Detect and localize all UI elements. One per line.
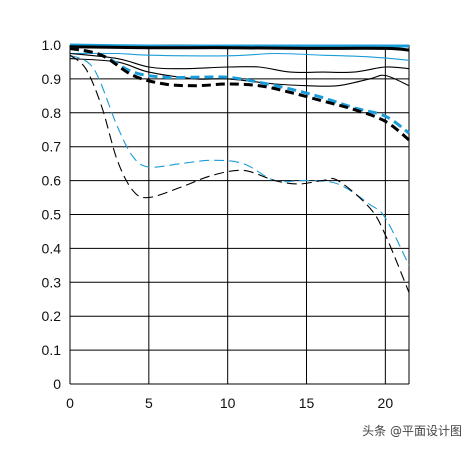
y-tick-label: 0.2 xyxy=(42,308,62,324)
x-tick-label: 0 xyxy=(66,395,74,411)
y-axis-ticks: 0 0.1 0.2 0.3 0.4 0.5 0.6 0.7 0.8 0.9 1.0 xyxy=(42,37,62,392)
y-tick-label: 0.8 xyxy=(42,105,62,121)
y-tick-label: 0.7 xyxy=(42,139,62,155)
series-line-5 xyxy=(69,58,410,87)
grid xyxy=(69,44,410,385)
x-axis-ticks: 0 5 10 15 20 xyxy=(66,395,393,411)
series-line-3 xyxy=(69,52,410,61)
series-line-6 xyxy=(69,46,410,135)
y-tick-label: 0.6 xyxy=(42,173,62,189)
y-tick-label: 0.4 xyxy=(42,240,62,256)
x-tick-label: 10 xyxy=(220,395,236,411)
series-group xyxy=(69,43,410,293)
series-line-4 xyxy=(69,52,410,74)
series-line-7 xyxy=(69,46,410,142)
x-tick-label: 5 xyxy=(145,395,153,411)
series-line-9 xyxy=(69,54,410,293)
x-tick-label: 20 xyxy=(378,395,394,411)
y-tick-label: 0.3 xyxy=(42,274,62,290)
series-line-8 xyxy=(69,54,410,266)
series-line-1 xyxy=(69,43,409,48)
series-line-2 xyxy=(69,45,410,52)
y-tick-label: 0 xyxy=(53,376,61,392)
y-tick-label: 0.9 xyxy=(42,71,62,87)
x-tick-label: 15 xyxy=(299,395,315,411)
y-tick-label: 0.1 xyxy=(42,342,62,358)
watermark-label: 头条 @平面设计图 xyxy=(362,424,462,438)
y-tick-label: 0.5 xyxy=(42,207,62,223)
y-tick-label: 1.0 xyxy=(42,37,62,53)
